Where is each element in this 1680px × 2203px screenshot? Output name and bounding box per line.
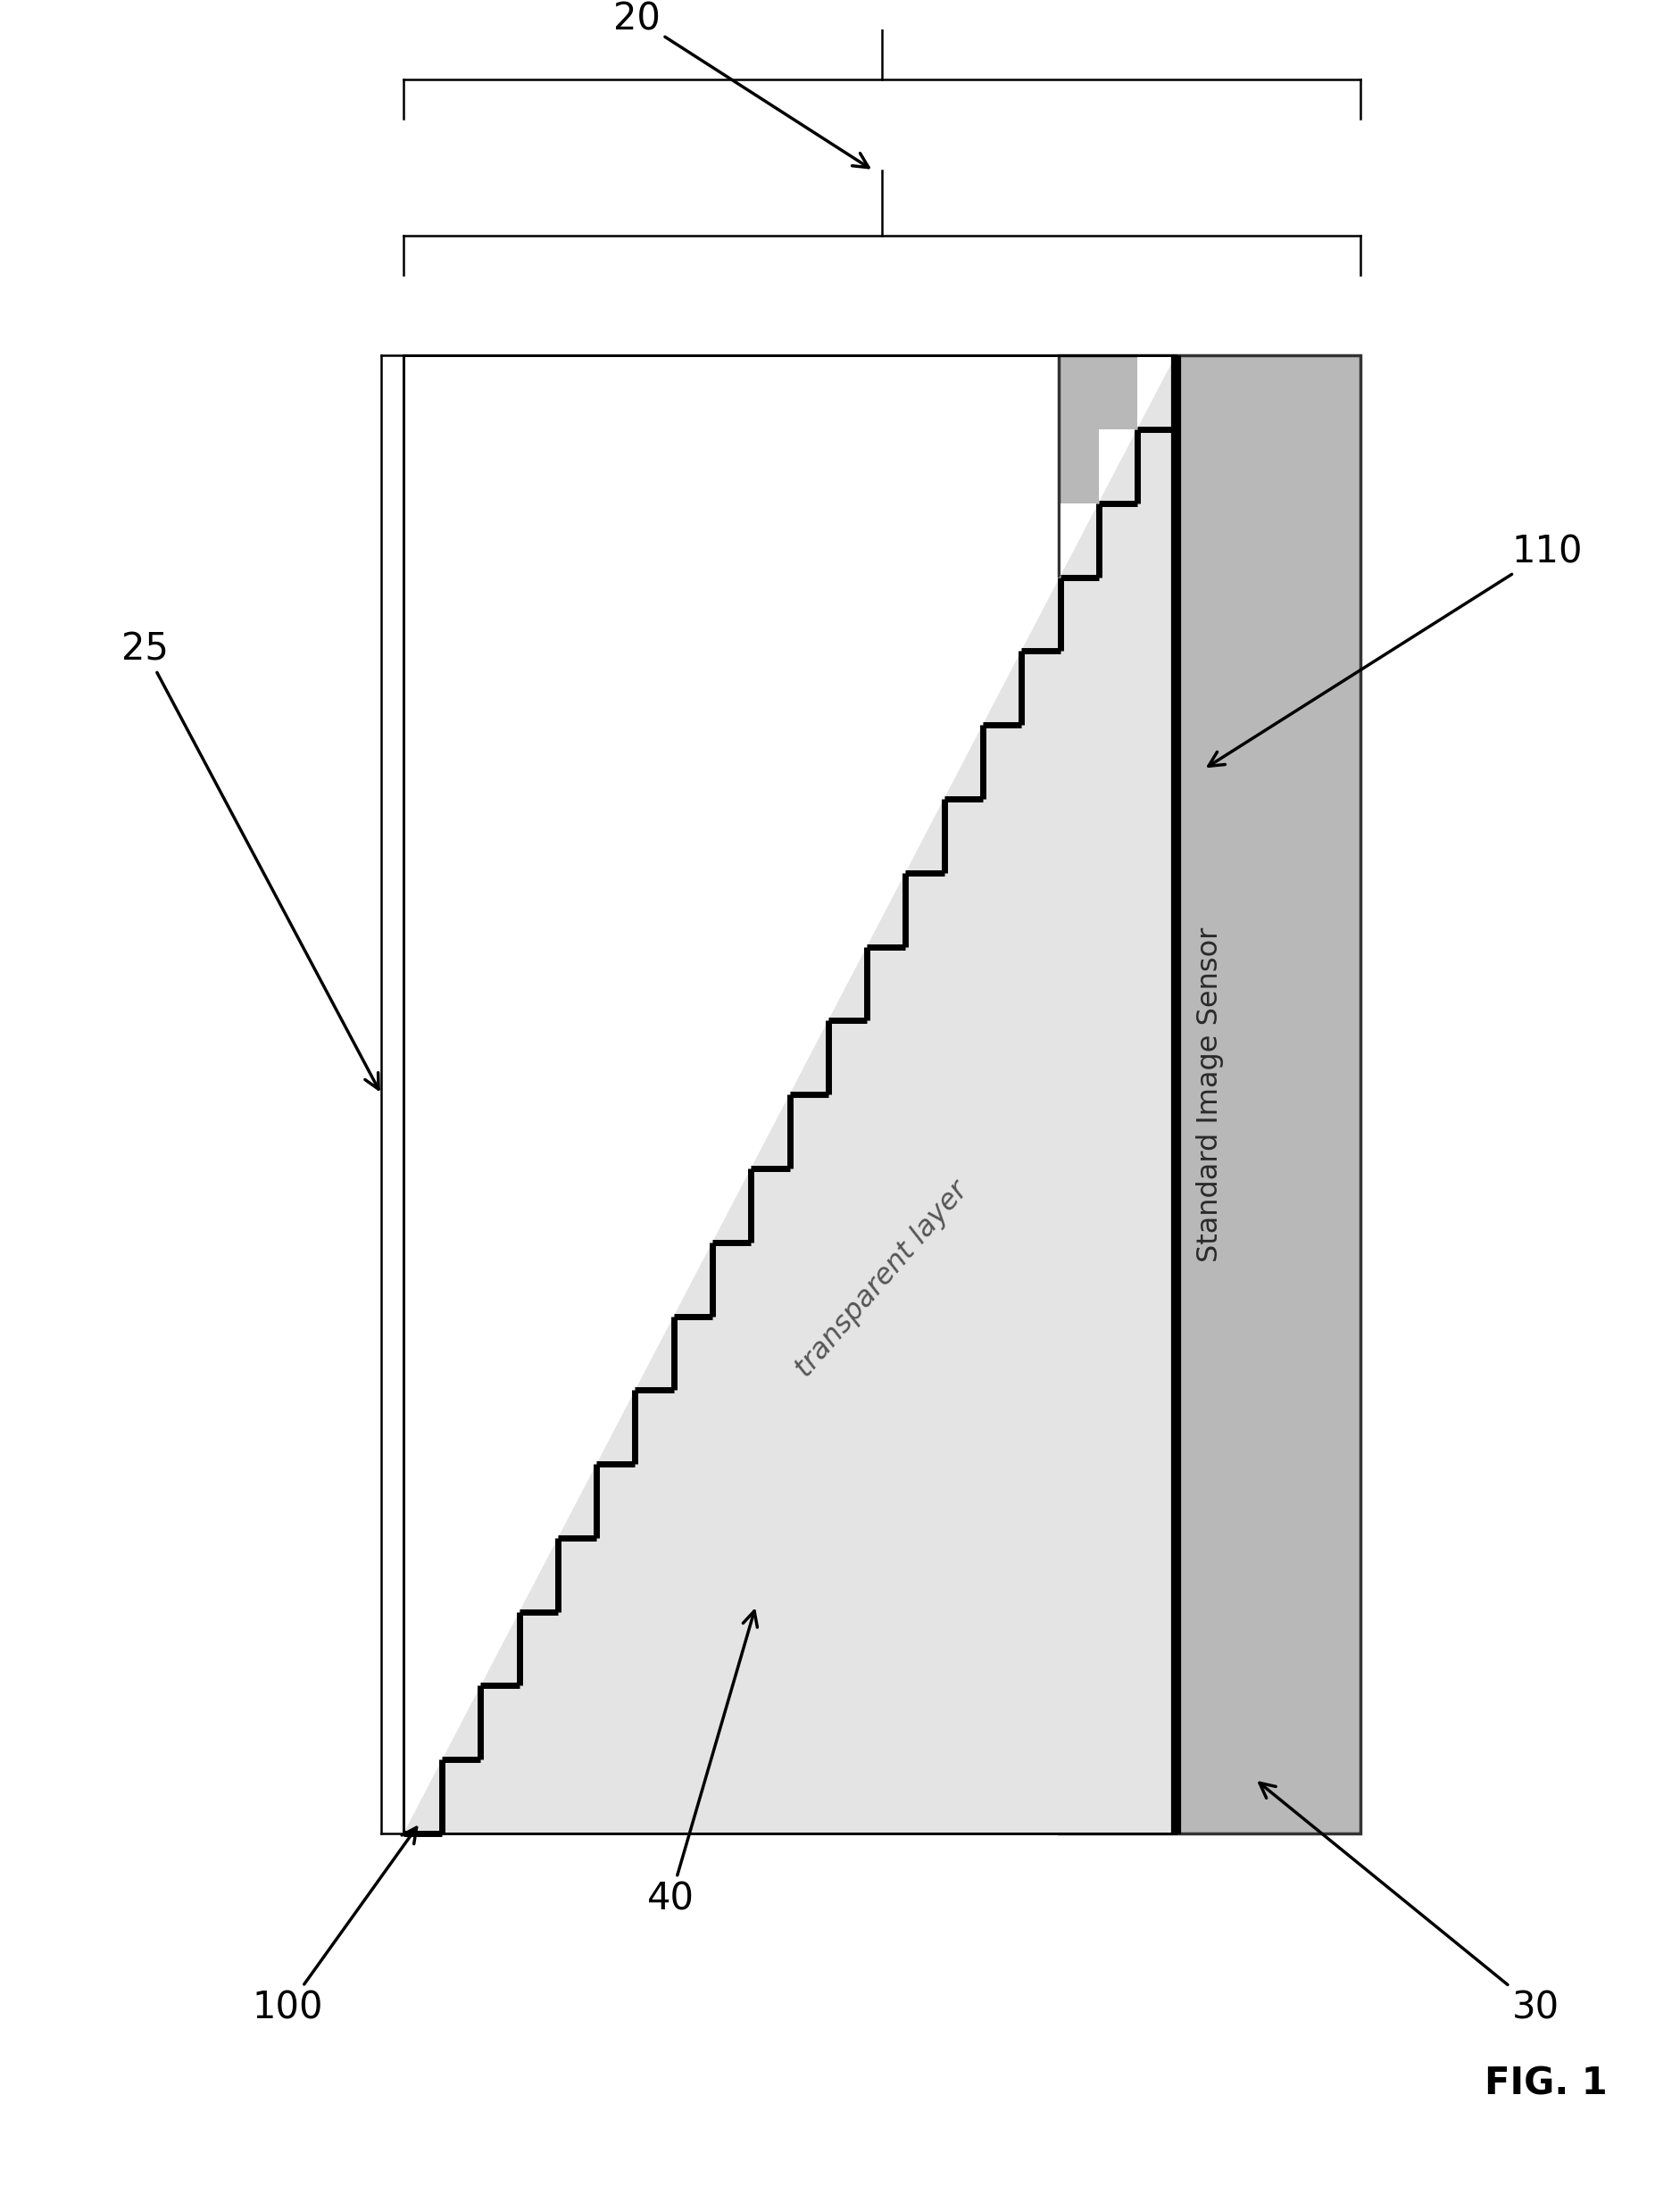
Text: 40: 40: [647, 1610, 758, 1917]
Bar: [403, 355, 1176, 1833]
Bar: [403, 355, 1176, 1833]
Bar: [674, 1242, 712, 1315]
Bar: [906, 800, 944, 872]
Text: FIG. 1: FIG. 1: [1483, 2064, 1608, 2102]
Bar: [983, 652, 1021, 725]
Text: 30: 30: [1260, 1782, 1559, 2027]
Bar: [867, 872, 906, 947]
Bar: [558, 1465, 596, 1538]
Bar: [751, 1095, 790, 1168]
Text: 110: 110: [1208, 533, 1583, 767]
Text: 25: 25: [121, 630, 378, 1088]
Bar: [596, 1390, 635, 1465]
Ellipse shape: [438, 941, 704, 1247]
Ellipse shape: [438, 941, 704, 1247]
Bar: [480, 1613, 519, 1685]
Bar: [403, 1760, 442, 1833]
Text: 100: 100: [252, 1828, 417, 2027]
Bar: [442, 1685, 480, 1760]
Bar: [790, 1020, 828, 1095]
Bar: [635, 1315, 674, 1390]
Bar: [1060, 502, 1099, 577]
Polygon shape: [403, 355, 1176, 1833]
Bar: [944, 725, 983, 800]
Text: transparent layer: transparent layer: [790, 1176, 974, 1381]
Text: 20: 20: [613, 0, 869, 167]
Bar: [1021, 577, 1060, 652]
Text: Standard Image Sensor: Standard Image Sensor: [1196, 927, 1223, 1262]
Polygon shape: [403, 355, 1176, 1833]
Bar: [1137, 355, 1176, 430]
Bar: [712, 1168, 751, 1242]
Bar: [519, 1538, 558, 1613]
Bar: [1058, 355, 1361, 1833]
Bar: [1099, 430, 1137, 502]
Bar: [828, 947, 867, 1020]
